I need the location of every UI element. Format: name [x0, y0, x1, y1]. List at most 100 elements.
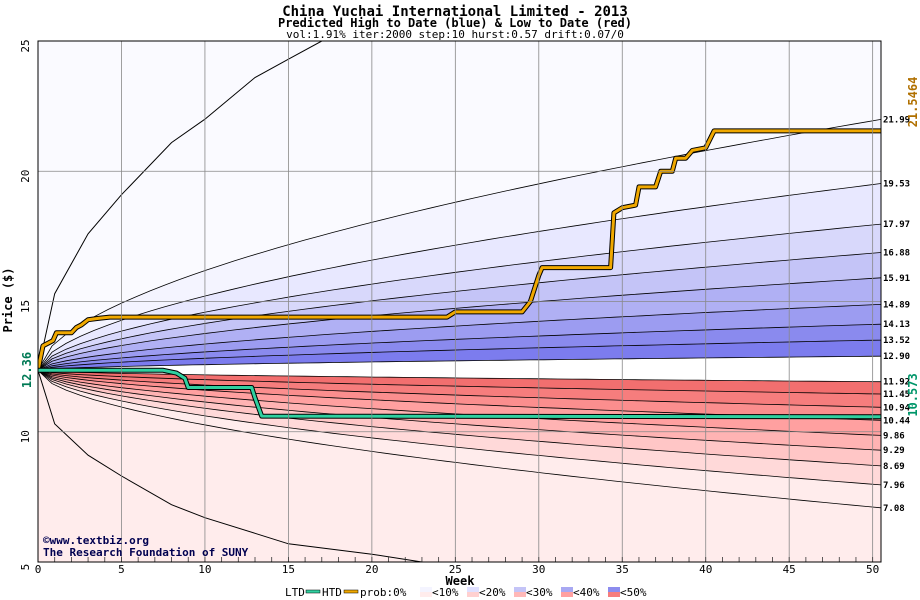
x-tick-label: 40 — [699, 563, 712, 576]
right-quantile-label: 21.99 — [883, 115, 910, 125]
legend-band-swatch-red — [467, 592, 479, 597]
x-tick-label: 35 — [616, 563, 629, 576]
extreme-curve-high — [38, 41, 323, 371]
legend-ltd-label: LTD — [285, 586, 305, 599]
low-band — [38, 370, 881, 408]
chart-subtitle: Predicted High to Date (blue) & Low to D… — [278, 16, 632, 30]
x-tick-label: 50 — [866, 563, 879, 576]
low-band — [38, 370, 881, 394]
legend-band-label: <40% — [573, 586, 600, 599]
quantile-curve — [38, 304, 881, 371]
high-band — [38, 340, 881, 371]
quantile-curve — [38, 323, 881, 371]
legend-band-label: <50% — [620, 586, 647, 599]
right-quantile-label: 17.97 — [883, 220, 910, 230]
credit-org: The Research Foundation of SUNY — [43, 546, 249, 559]
right-quantile-label: 7.96 — [883, 481, 905, 491]
right-quantile-label: 7.08 — [883, 504, 905, 514]
low-band — [38, 370, 881, 466]
y-tick-label: 15 — [19, 300, 32, 313]
x-tick-label: 5 — [118, 563, 125, 576]
legend-band-swatch-red — [608, 592, 620, 597]
quantile-curve — [38, 339, 881, 371]
y-tick-label: 5 — [19, 564, 32, 571]
x-tick-label: 20 — [365, 563, 378, 576]
start-price-label: 12.36 — [20, 352, 34, 388]
quantile-curve — [38, 370, 881, 509]
right-quantile-label: 9.86 — [883, 431, 905, 441]
high-band — [38, 224, 881, 371]
x-tick-label: 25 — [449, 563, 462, 576]
y-tick-label: 25 — [19, 39, 32, 52]
ltd-final-label: 10.573 — [906, 373, 920, 416]
right-quantile-label: 10.44 — [883, 416, 911, 426]
legend-band-swatch-blue — [514, 587, 526, 592]
right-quantile-label: 19.53 — [883, 179, 910, 189]
plot-area — [38, 41, 881, 562]
legend-prob-label: prob:0% — [360, 586, 407, 599]
legend-band-swatch-red — [420, 592, 432, 597]
high-band — [38, 304, 881, 371]
quantile-curve — [38, 355, 881, 371]
quantile-curve — [38, 183, 881, 371]
legend: LTD HTD prob:0% <10% <20% <30% <40% <50% — [285, 586, 647, 599]
legend-band-swatch-blue — [561, 587, 573, 592]
quantile-curve — [38, 369, 881, 451]
right-quantile-label: 13.52 — [883, 336, 910, 346]
y-axis-label: Price ($) — [1, 267, 15, 332]
legend-band-swatch-blue — [420, 587, 432, 592]
right-quantile-label: 14.89 — [883, 300, 910, 310]
legend-band-label: <20% — [479, 586, 506, 599]
plot-frame — [37, 40, 882, 563]
legend-band-label: <10% — [432, 586, 459, 599]
low-band — [38, 370, 881, 508]
quantile-curve — [38, 369, 881, 408]
right-quantile-label: 15.91 — [883, 274, 910, 284]
quantile-curve — [38, 119, 881, 371]
legend-htd-label: HTD — [322, 586, 342, 599]
right-quantile-label: 9.29 — [883, 446, 905, 456]
quantile-curve — [38, 252, 881, 371]
high-band — [38, 324, 881, 371]
credit-copyright: ©www.textbiz.org — [43, 534, 149, 547]
legend-band-swatch-red — [561, 592, 573, 597]
legend-band-swatch-blue — [608, 587, 620, 592]
right-quantile-label: 14.13 — [883, 320, 910, 330]
y-tick-label: 10 — [19, 430, 32, 443]
low-band-outer — [38, 370, 881, 562]
right-quantile-label: 12.90 — [883, 352, 910, 362]
quantile-curve — [38, 369, 881, 395]
legend-band-label: <30% — [526, 586, 553, 599]
chart-title: China Yuchai International Limited - 201… — [282, 4, 628, 20]
x-tick-label: 45 — [783, 563, 796, 576]
legend-band-swatch-red — [514, 592, 526, 597]
right-quantile-label: 10.94 — [883, 403, 911, 413]
high-band — [38, 252, 881, 371]
quantile-curve — [38, 369, 881, 486]
x-tick-label: 0 — [35, 563, 42, 576]
x-tick-label: 10 — [198, 563, 211, 576]
x-tick-label: 15 — [282, 563, 295, 576]
low-band — [38, 370, 881, 485]
high-band — [38, 183, 881, 371]
right-quantile-label: 8.69 — [883, 462, 905, 472]
legend-band-swatch-blue — [467, 587, 479, 592]
axes-and-labels: 0 5 10 15 20 25 30 35 40 45 5051015202521.9919.531… — [19, 39, 911, 576]
right-quantile-label: 11.45 — [883, 390, 910, 400]
y-tick-label: 20 — [19, 170, 32, 183]
x-axis-label: Week — [446, 574, 476, 588]
ltd-series-line — [38, 368, 881, 419]
quantile-curve — [38, 369, 881, 467]
high-band — [38, 119, 881, 371]
legend-ltd-swatch — [305, 589, 321, 594]
right-quantile-label: 11.92 — [883, 378, 910, 388]
legend-htd-swatch — [343, 589, 359, 594]
quantile-curve — [38, 277, 881, 371]
right-quantile-label: 16.88 — [883, 249, 910, 259]
extreme-curve-low — [38, 370, 422, 562]
x-tick-label: 30 — [532, 563, 545, 576]
chart-params: vol:1.91% iter:2000 step:10 hurst:0.57 d… — [286, 28, 624, 41]
low-band — [38, 370, 881, 451]
